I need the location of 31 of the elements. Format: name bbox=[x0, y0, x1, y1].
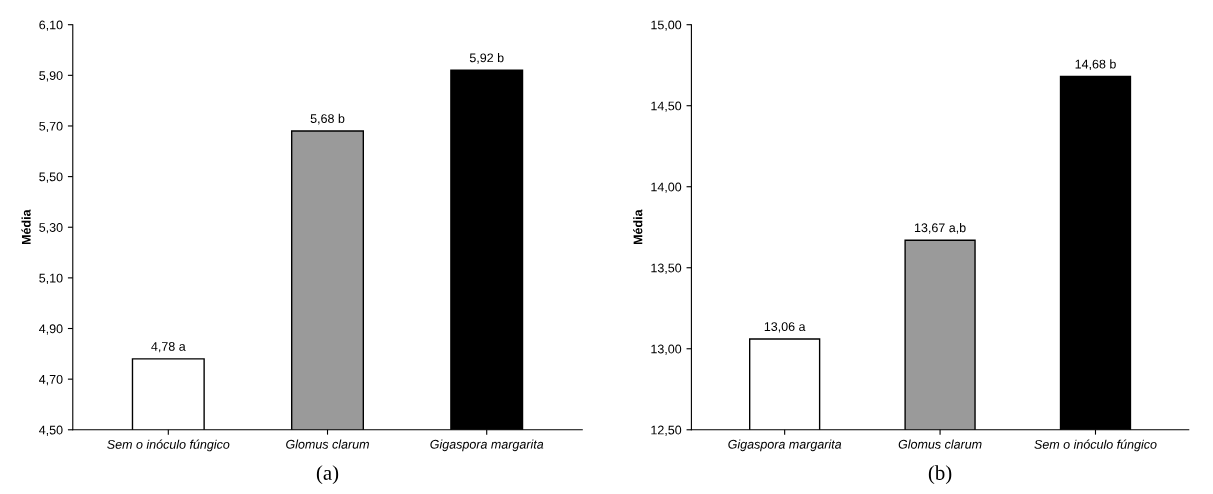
x-tick-label: Sem o inóculo fúngico bbox=[1034, 439, 1157, 452]
x-tick-label: Gigaspora margarita bbox=[728, 439, 842, 452]
data-label: 5,68 b bbox=[310, 113, 345, 125]
x-tick-label: Gigaspora margarita bbox=[430, 439, 544, 452]
y-tick-label: 5,50 bbox=[39, 172, 63, 183]
x-tick-label: Glomus clarum bbox=[898, 439, 982, 449]
text: (a) bbox=[316, 465, 339, 485]
text: (b) bbox=[928, 465, 952, 485]
y-axis-title: Média bbox=[21, 209, 31, 245]
y-tick-label: 4,50 bbox=[39, 425, 63, 436]
x-tick-label: Glomus clarum bbox=[286, 439, 369, 449]
data-label: 4,78 a bbox=[151, 342, 186, 353]
y-tick-label: 13,50 bbox=[651, 263, 682, 274]
y-tick-label: 5,30 bbox=[39, 223, 63, 234]
data-label: 14,68 b bbox=[1075, 59, 1116, 70]
y-tick-label: 4,90 bbox=[39, 324, 63, 335]
y-axis-title: Média bbox=[633, 209, 643, 245]
data-label: 13,67 a,b bbox=[914, 222, 966, 234]
y-tick-label: 15,00 bbox=[651, 20, 682, 31]
y-tick-label: 4,70 bbox=[39, 374, 63, 386]
y-tick-label: 14,00 bbox=[651, 182, 682, 193]
y-tick-label: 5,90 bbox=[39, 71, 63, 82]
y-tick-label: 12,50 bbox=[651, 425, 682, 436]
y-tick-label: 5,70 bbox=[39, 121, 63, 133]
x-tick-label: Sem o inóculo fúngico bbox=[107, 439, 230, 452]
y-tick-label: 6,10 bbox=[39, 20, 63, 31]
data-label: 13,06 a bbox=[764, 322, 806, 333]
y-tick-label: 5,10 bbox=[39, 273, 63, 284]
y-tick-label: 14,50 bbox=[651, 101, 682, 112]
y-tick-label: 13,00 bbox=[651, 344, 682, 355]
data-label: 5,92 b bbox=[469, 53, 504, 64]
